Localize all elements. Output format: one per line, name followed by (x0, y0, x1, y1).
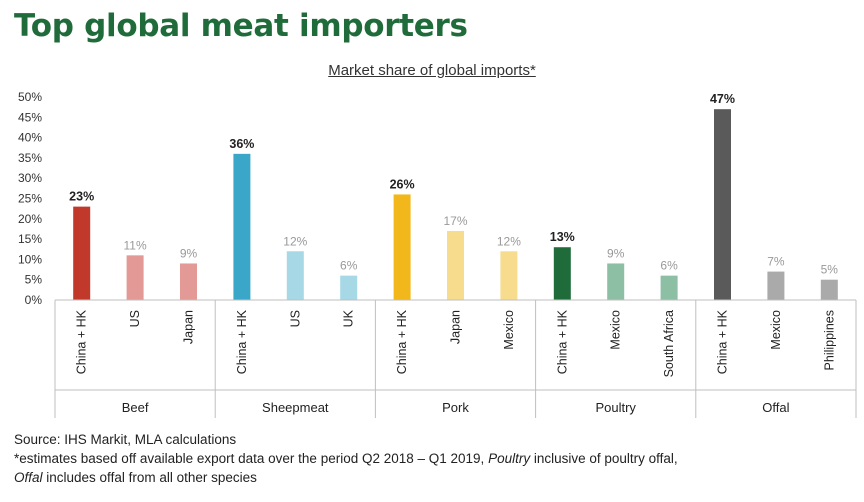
y-tick-label: 40% (18, 131, 42, 145)
category-label: Japan (449, 310, 463, 344)
category-label: China + HK (395, 309, 409, 374)
y-tick-label: 30% (18, 171, 42, 185)
data-label: 6% (660, 259, 678, 273)
category-label: China + HK (75, 309, 89, 374)
bar (126, 255, 144, 300)
data-label: 9% (607, 246, 625, 260)
bar (286, 251, 304, 300)
data-label: 9% (180, 246, 198, 260)
data-label: 13% (550, 230, 575, 244)
group-label: Beef (122, 400, 149, 415)
y-tick-label: 50% (18, 90, 42, 104)
bar (233, 153, 251, 300)
data-label: 6% (340, 259, 358, 273)
group-label: Poultry (595, 400, 636, 415)
category-label: UK (342, 309, 356, 327)
y-tick-label: 0% (25, 293, 43, 307)
category-label: Mexico (609, 310, 623, 350)
data-label: 36% (229, 137, 254, 151)
data-label: 12% (283, 234, 307, 248)
data-label: 23% (69, 190, 94, 204)
y-tick-label: 10% (18, 252, 42, 266)
bar (180, 263, 197, 300)
footnotes: Source: IHS Markit, MLA calculations *es… (14, 430, 678, 487)
y-tick-label: 25% (18, 192, 42, 206)
estimate-note: *estimates based off available export da… (14, 451, 678, 466)
data-label: 12% (497, 234, 521, 248)
offal-note: Offal includes offal from all other spec… (14, 470, 257, 485)
y-tick-label: 15% (18, 232, 42, 246)
category-label: Mexico (502, 310, 516, 350)
y-tick-label: 45% (18, 110, 42, 124)
bar (447, 230, 464, 300)
category-label: China + HK (555, 309, 569, 374)
bar (714, 109, 731, 301)
data-label: 47% (710, 92, 735, 106)
page-title: Top global meat importers (14, 8, 468, 44)
data-label: 7% (767, 255, 785, 269)
category-label: China + HK (235, 309, 249, 374)
source-note: Source: IHS Markit, MLA calculations (14, 432, 237, 447)
category-label: Mexico (769, 310, 783, 350)
bar (660, 275, 678, 300)
bar (553, 247, 571, 300)
bar (767, 271, 785, 300)
category-label: US (288, 310, 302, 327)
category-label: Japan (182, 310, 196, 344)
y-tick-label: 20% (18, 212, 42, 226)
category-label: South Africa (662, 310, 676, 377)
bar (820, 279, 838, 300)
group-label: Offal (762, 400, 789, 415)
category-label: China + HK (716, 309, 730, 374)
group-label: Sheepmeat (262, 400, 329, 415)
bar (393, 194, 411, 300)
data-label: 17% (443, 214, 467, 228)
data-label: 11% (124, 238, 147, 252)
bar (73, 206, 91, 300)
group-label: Pork (442, 400, 469, 415)
category-label: Philippines (822, 310, 836, 370)
bar (340, 275, 358, 300)
category-label: US (128, 310, 142, 327)
bar (607, 263, 625, 300)
y-tick-label: 35% (18, 151, 42, 165)
y-tick-label: 5% (25, 273, 43, 287)
bar (500, 251, 518, 300)
chart-title: Market share of global imports* (328, 62, 536, 79)
data-label: 26% (390, 177, 415, 191)
bar-chart: 0% 5% 10% 15% 20% 25% 30% 35% 40% 45% 50% 23% China … (18, 90, 857, 418)
data-label: 5% (821, 263, 839, 277)
